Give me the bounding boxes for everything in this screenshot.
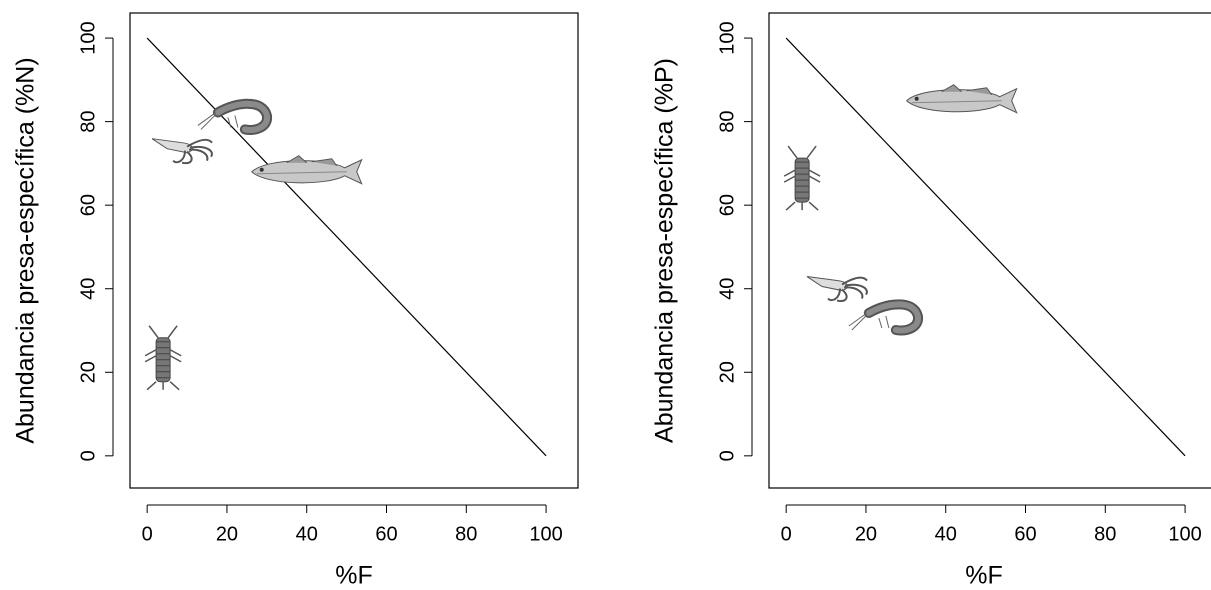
y-tick-label: 100 — [716, 21, 738, 54]
prey-marker — [848, 299, 923, 336]
x-tick-label: 0 — [142, 523, 153, 545]
y-tick-label: 80 — [716, 110, 738, 132]
y-tick-label: 60 — [77, 194, 99, 216]
plot-panel: 0 20 40 60 80 100 0 20 40 60 80 100 %F Abundancia pre… — [651, 12, 1211, 590]
plot-frame — [768, 12, 1211, 489]
y-tick-label: 80 — [77, 110, 99, 132]
x-tick-label: 100 — [529, 523, 562, 545]
prey-marker — [197, 98, 272, 135]
y-tick-label: 0 — [716, 450, 738, 461]
prey-marker — [144, 325, 182, 391]
x-axis-label: %F — [965, 562, 1003, 590]
y-tick-label: 20 — [716, 361, 738, 383]
prey-marker — [783, 145, 821, 211]
y-tick-label: 40 — [716, 278, 738, 300]
x-tick-label: 80 — [1094, 523, 1116, 545]
y-axis-label: Abundancia presa-específica (%N) — [12, 57, 40, 443]
reference-line — [785, 37, 1186, 457]
y-tick-label: 40 — [77, 278, 99, 300]
y-tick-label: 20 — [77, 361, 99, 383]
x-tick-label: 60 — [375, 523, 397, 545]
x-tick-label: 80 — [455, 523, 477, 545]
x-tick-label: 20 — [216, 523, 238, 545]
x-tick-label: 0 — [781, 523, 792, 545]
prey-marker — [806, 276, 868, 302]
plot-frame — [129, 12, 579, 489]
x-tick-label: 60 — [1014, 523, 1036, 545]
x-axis-label: %F — [335, 562, 373, 590]
x-tick-label: 100 — [1168, 523, 1201, 545]
x-tick-label: 20 — [855, 523, 877, 545]
prey-marker — [905, 84, 1018, 114]
x-tick-label: 40 — [935, 523, 957, 545]
y-tick-label: 0 — [77, 450, 99, 461]
prey-marker — [151, 138, 213, 165]
y-tick-label: 100 — [77, 21, 99, 54]
prey-marker — [250, 155, 363, 185]
x-tick-label: 40 — [296, 523, 318, 545]
reference-line — [146, 37, 547, 457]
y-axis-label: Abundancia presa-específica (%P) — [651, 58, 679, 443]
plot-panel: 0 20 40 60 80 100 0 20 40 60 80 100 %F Abundancia pre… — [12, 12, 579, 590]
y-tick-label: 60 — [716, 194, 738, 216]
